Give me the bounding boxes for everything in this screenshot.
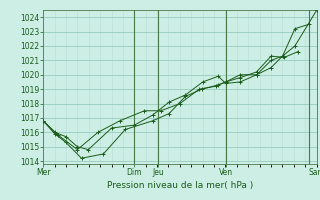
X-axis label: Pression niveau de la mer( hPa ): Pression niveau de la mer( hPa ) (107, 181, 253, 190)
